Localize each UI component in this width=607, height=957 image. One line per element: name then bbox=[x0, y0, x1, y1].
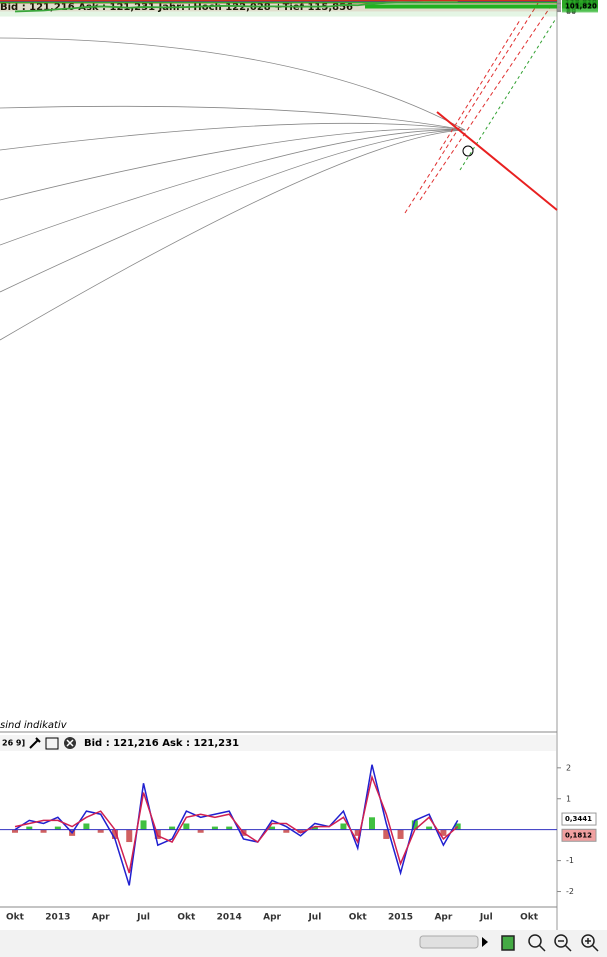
x-tick-label: Jul bbox=[136, 913, 150, 923]
histogram-bar bbox=[440, 829, 447, 836]
toolbar-icons[interactable] bbox=[29, 737, 76, 750]
histogram-bar bbox=[197, 829, 204, 833]
histogram-bar bbox=[297, 829, 304, 833]
x-tick-label: Jul bbox=[479, 913, 493, 923]
x-tick-label: 2015 bbox=[388, 913, 413, 923]
histogram-bar bbox=[311, 826, 318, 830]
histogram-bar bbox=[97, 829, 104, 833]
x-tick-label: Okt bbox=[177, 913, 196, 923]
price-line bbox=[14, 764, 459, 886]
value-label-box bbox=[561, 828, 597, 842]
histogram-bar bbox=[183, 823, 190, 830]
x-tick-label: Apr bbox=[263, 913, 281, 923]
histogram-bar bbox=[340, 823, 347, 830]
note: sind indikativ bbox=[0, 720, 68, 731]
histogram-bar bbox=[383, 829, 390, 839]
y-tick-label: -1 bbox=[566, 856, 574, 865]
trend-line bbox=[436, 111, 558, 211]
histogram-bar bbox=[140, 820, 147, 830]
histogram-bar bbox=[126, 829, 133, 843]
fan-arcs bbox=[0, 37, 466, 341]
indicator-quote: Bid : 121,216 Ask : 121,231 bbox=[84, 738, 239, 749]
histogram-bar bbox=[111, 829, 118, 839]
scrollbar[interactable] bbox=[419, 935, 479, 949]
x-tick-label: 2013 bbox=[45, 913, 70, 923]
histogram-bar bbox=[40, 829, 47, 833]
marker bbox=[462, 145, 474, 157]
x-tick-label: Okt bbox=[520, 913, 539, 923]
x-tick-label: Okt bbox=[349, 913, 368, 923]
histogram-bar bbox=[283, 829, 290, 833]
level-label: 101,820 bbox=[565, 3, 597, 11]
x-tick-label: Apr bbox=[434, 913, 452, 923]
x-tick-label: 2014 bbox=[217, 913, 242, 923]
histogram-bar bbox=[269, 826, 276, 830]
price-line bbox=[14, 774, 459, 874]
scroll-button[interactable] bbox=[482, 937, 488, 947]
x-tick-label: Jul bbox=[307, 913, 321, 923]
histogram-bar bbox=[26, 826, 33, 830]
price-line bbox=[14, 1, 458, 13]
value-label: 0,3441 bbox=[565, 815, 592, 823]
histogram-bar bbox=[426, 826, 433, 830]
level-label-box bbox=[562, 0, 598, 13]
histogram-bar bbox=[83, 823, 90, 830]
histogram-bar bbox=[354, 829, 361, 836]
level-glow bbox=[0, 0, 557, 17]
x-tick-label: Okt bbox=[6, 913, 25, 923]
histogram-bar bbox=[54, 826, 61, 830]
histogram-bar bbox=[12, 829, 18, 833]
histogram-bar bbox=[411, 820, 418, 830]
zoom-icons[interactable] bbox=[501, 934, 599, 952]
histogram-bar bbox=[169, 826, 176, 830]
channel-lines bbox=[404, 0, 556, 214]
indicator-params: 26 9] bbox=[2, 739, 25, 748]
indicator-toolbar bbox=[0, 735, 556, 751]
histogram-bar bbox=[226, 826, 233, 830]
x-tick-label: Apr bbox=[92, 913, 110, 923]
y-tick-label: -2 bbox=[566, 887, 574, 896]
y-tick-label: 1 bbox=[566, 794, 571, 803]
histogram-bar bbox=[369, 817, 375, 830]
histogram-bar bbox=[397, 829, 404, 839]
value-label-box bbox=[561, 812, 597, 826]
y-tick-label: 2 bbox=[566, 763, 571, 772]
value-label: 0,1812 bbox=[565, 831, 592, 839]
histogram-bar bbox=[211, 826, 218, 830]
bottom-toolbar bbox=[0, 930, 607, 957]
